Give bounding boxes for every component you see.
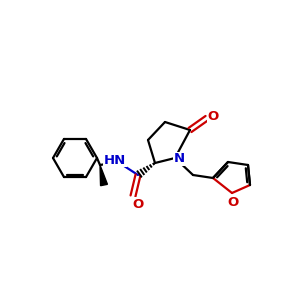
Text: N: N xyxy=(173,152,184,166)
Text: O: O xyxy=(132,197,144,211)
Text: O: O xyxy=(207,110,219,124)
Text: HN: HN xyxy=(104,154,126,166)
Text: O: O xyxy=(227,196,239,208)
Polygon shape xyxy=(100,165,107,186)
